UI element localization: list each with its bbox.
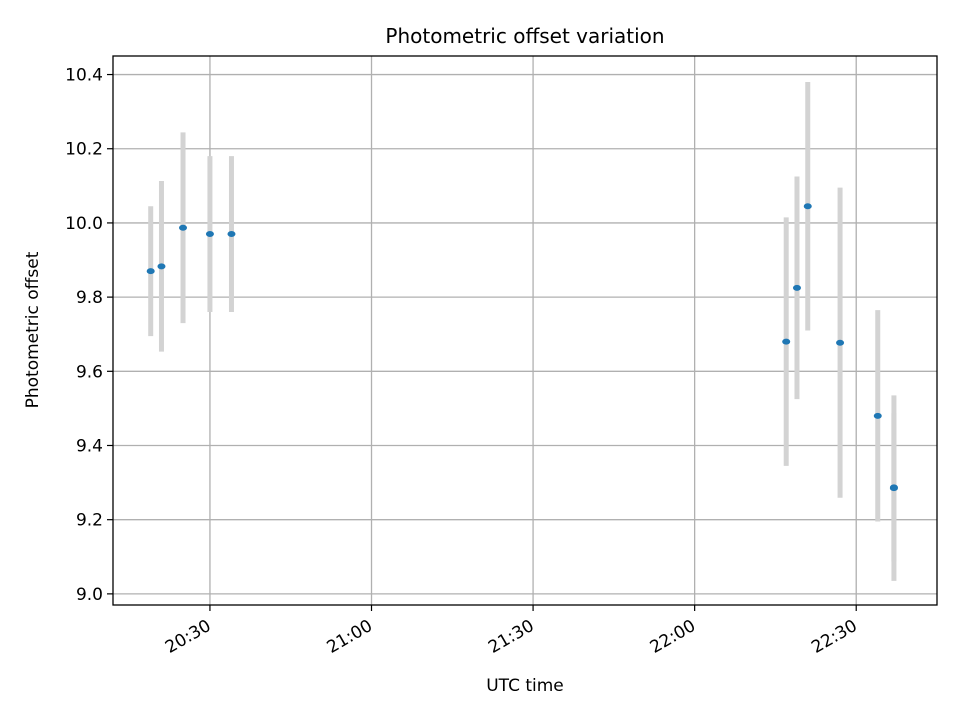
data-point: [146, 268, 155, 275]
x-axis-label: UTC time: [486, 676, 564, 696]
data-point: [227, 231, 236, 238]
data-point: [836, 339, 845, 346]
y-axis: 9.0 9.2 9.4 9.6 9.8 10.0 10.2 10.4: [65, 66, 113, 605]
y-axis-label: Photometric offset: [23, 251, 43, 408]
y-tick-label: 9.2: [76, 511, 103, 531]
y-tick-label: 10.4: [65, 66, 103, 86]
point-layer: [146, 203, 898, 492]
data-point: [889, 485, 898, 492]
y-tick-label: 9.0: [76, 585, 103, 605]
data-point: [179, 224, 188, 231]
y-tick-label: 9.4: [76, 436, 103, 456]
y-tick-label: 9.6: [76, 362, 103, 382]
data-point: [205, 231, 214, 238]
y-tick-label: 10.0: [65, 214, 103, 234]
data-point: [873, 412, 882, 419]
data-point: [792, 284, 801, 291]
y-tick-label: 9.8: [76, 288, 103, 308]
data-point: [782, 338, 791, 345]
chart-title: Photometric offset variation: [385, 24, 664, 48]
data-point: [803, 203, 812, 210]
grid-layer: [113, 56, 937, 605]
y-tick-label: 10.2: [65, 140, 103, 160]
data-point: [157, 263, 166, 270]
plot-frame: [112, 55, 938, 606]
